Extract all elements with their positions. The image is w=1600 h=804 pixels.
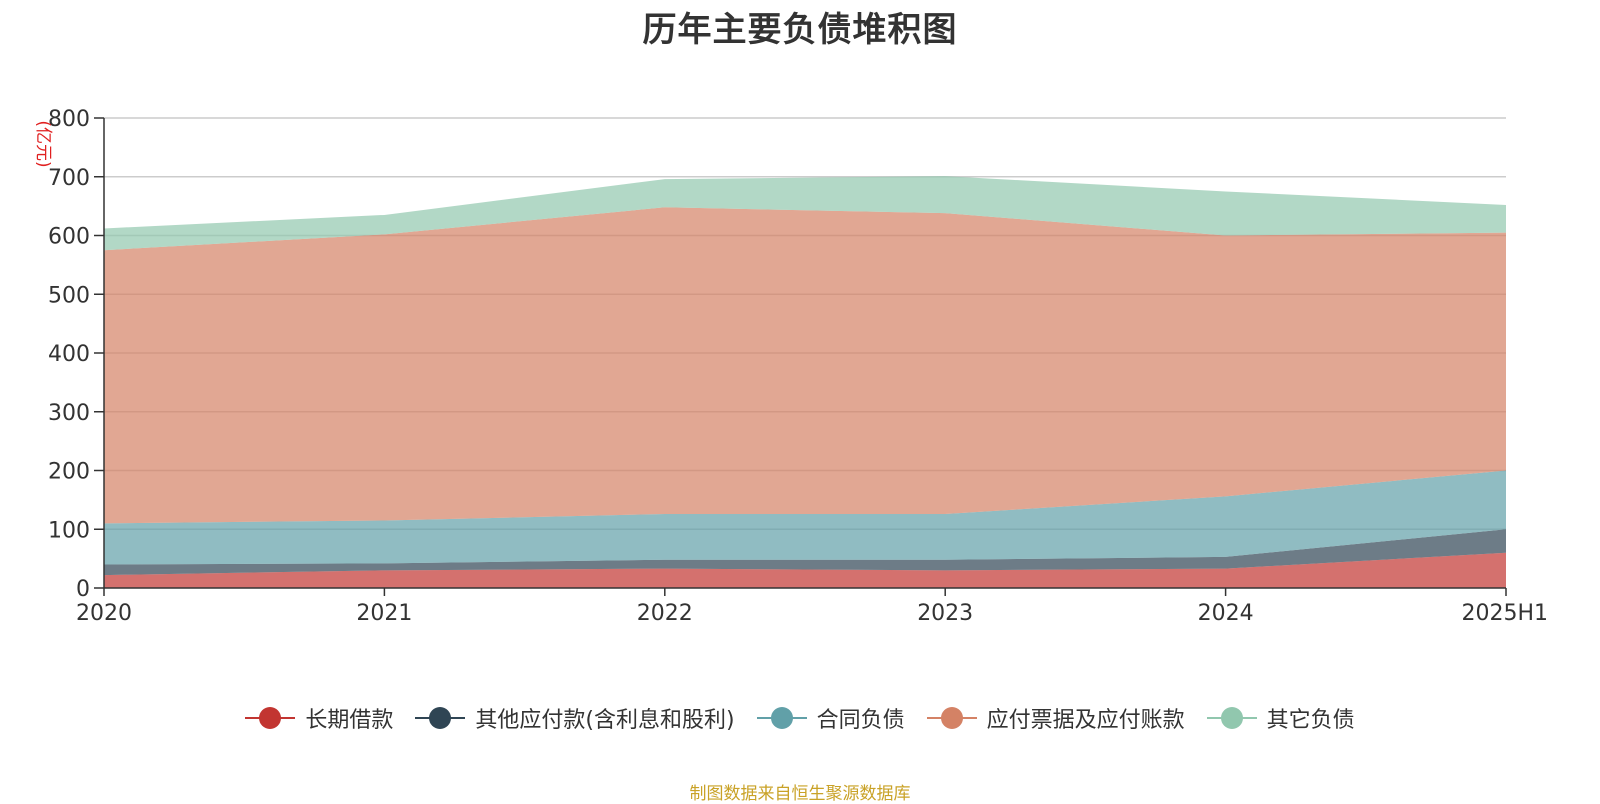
chart-title: 历年主要负债堆积图 <box>642 10 958 50</box>
legend-label: 合同负债 <box>816 708 905 733</box>
y-tick-label: 400 <box>48 342 90 367</box>
x-tick-label: 2022 <box>637 601 693 626</box>
legend-marker-icon <box>245 706 296 730</box>
y-tick-label: 0 <box>76 577 90 602</box>
legend-item-1[interactable]: 长期借款 <box>245 702 393 734</box>
area-series-3 <box>104 470 1506 565</box>
area-series <box>104 176 1506 588</box>
legend-item-5[interactable]: 其它负债 <box>1206 702 1355 734</box>
y-tick-label: 100 <box>48 518 90 543</box>
area-series-1 <box>104 552 1506 588</box>
legend-item-2[interactable]: 其他应付款(含利息和股利) <box>415 702 735 734</box>
axes: 0 100 200 300 400 500 600 700 800 2020 2021 2022 202… <box>48 107 1548 626</box>
legend-marker-icon <box>415 706 466 730</box>
x-tick-label: 2025H1 <box>1461 601 1548 626</box>
y-axis-label: (亿元) <box>33 120 53 167</box>
legend-label: 其他应付款(含利息和股利) <box>475 708 735 733</box>
y-tick-label: 800 <box>48 107 90 132</box>
legend-label: 应付票据及应付账款 <box>986 708 1185 733</box>
stacked-area-chart: 0 100 200 300 400 500 600 700 800 2020 2021 2022 202… <box>33 107 1548 626</box>
legend-item-4[interactable]: 应付票据及应付账款 <box>926 702 1185 734</box>
legend-marker-icon <box>1206 706 1257 730</box>
y-tick-label: 600 <box>48 225 90 250</box>
chart-legend: 长期借款 其他应付款(含利息和股利) 合同负债 应付票据及应付账款 其它负债 <box>0 702 1600 734</box>
x-tick-label: 2024 <box>1198 601 1254 626</box>
y-tick-label: 500 <box>48 283 90 308</box>
legend-item-3[interactable]: 合同负债 <box>756 702 905 734</box>
y-tick-label: 300 <box>48 401 90 426</box>
x-tick-label: 2023 <box>917 601 973 626</box>
x-tick-label: 2021 <box>356 601 412 626</box>
area-series-4 <box>104 207 1506 524</box>
source-note: 制图数据来自恒生聚源数据库 <box>689 784 911 804</box>
legend-label: 其它负债 <box>1266 708 1355 733</box>
x-tick-label: 2020 <box>76 601 132 626</box>
legend-label: 长期借款 <box>305 708 394 733</box>
area-series-5 <box>104 176 1506 251</box>
legend-marker-icon <box>926 706 977 730</box>
y-tick-label: 700 <box>48 166 90 191</box>
y-tick-label: 200 <box>48 460 90 485</box>
area-series-2 <box>104 529 1506 576</box>
legend-marker-icon <box>756 706 807 730</box>
